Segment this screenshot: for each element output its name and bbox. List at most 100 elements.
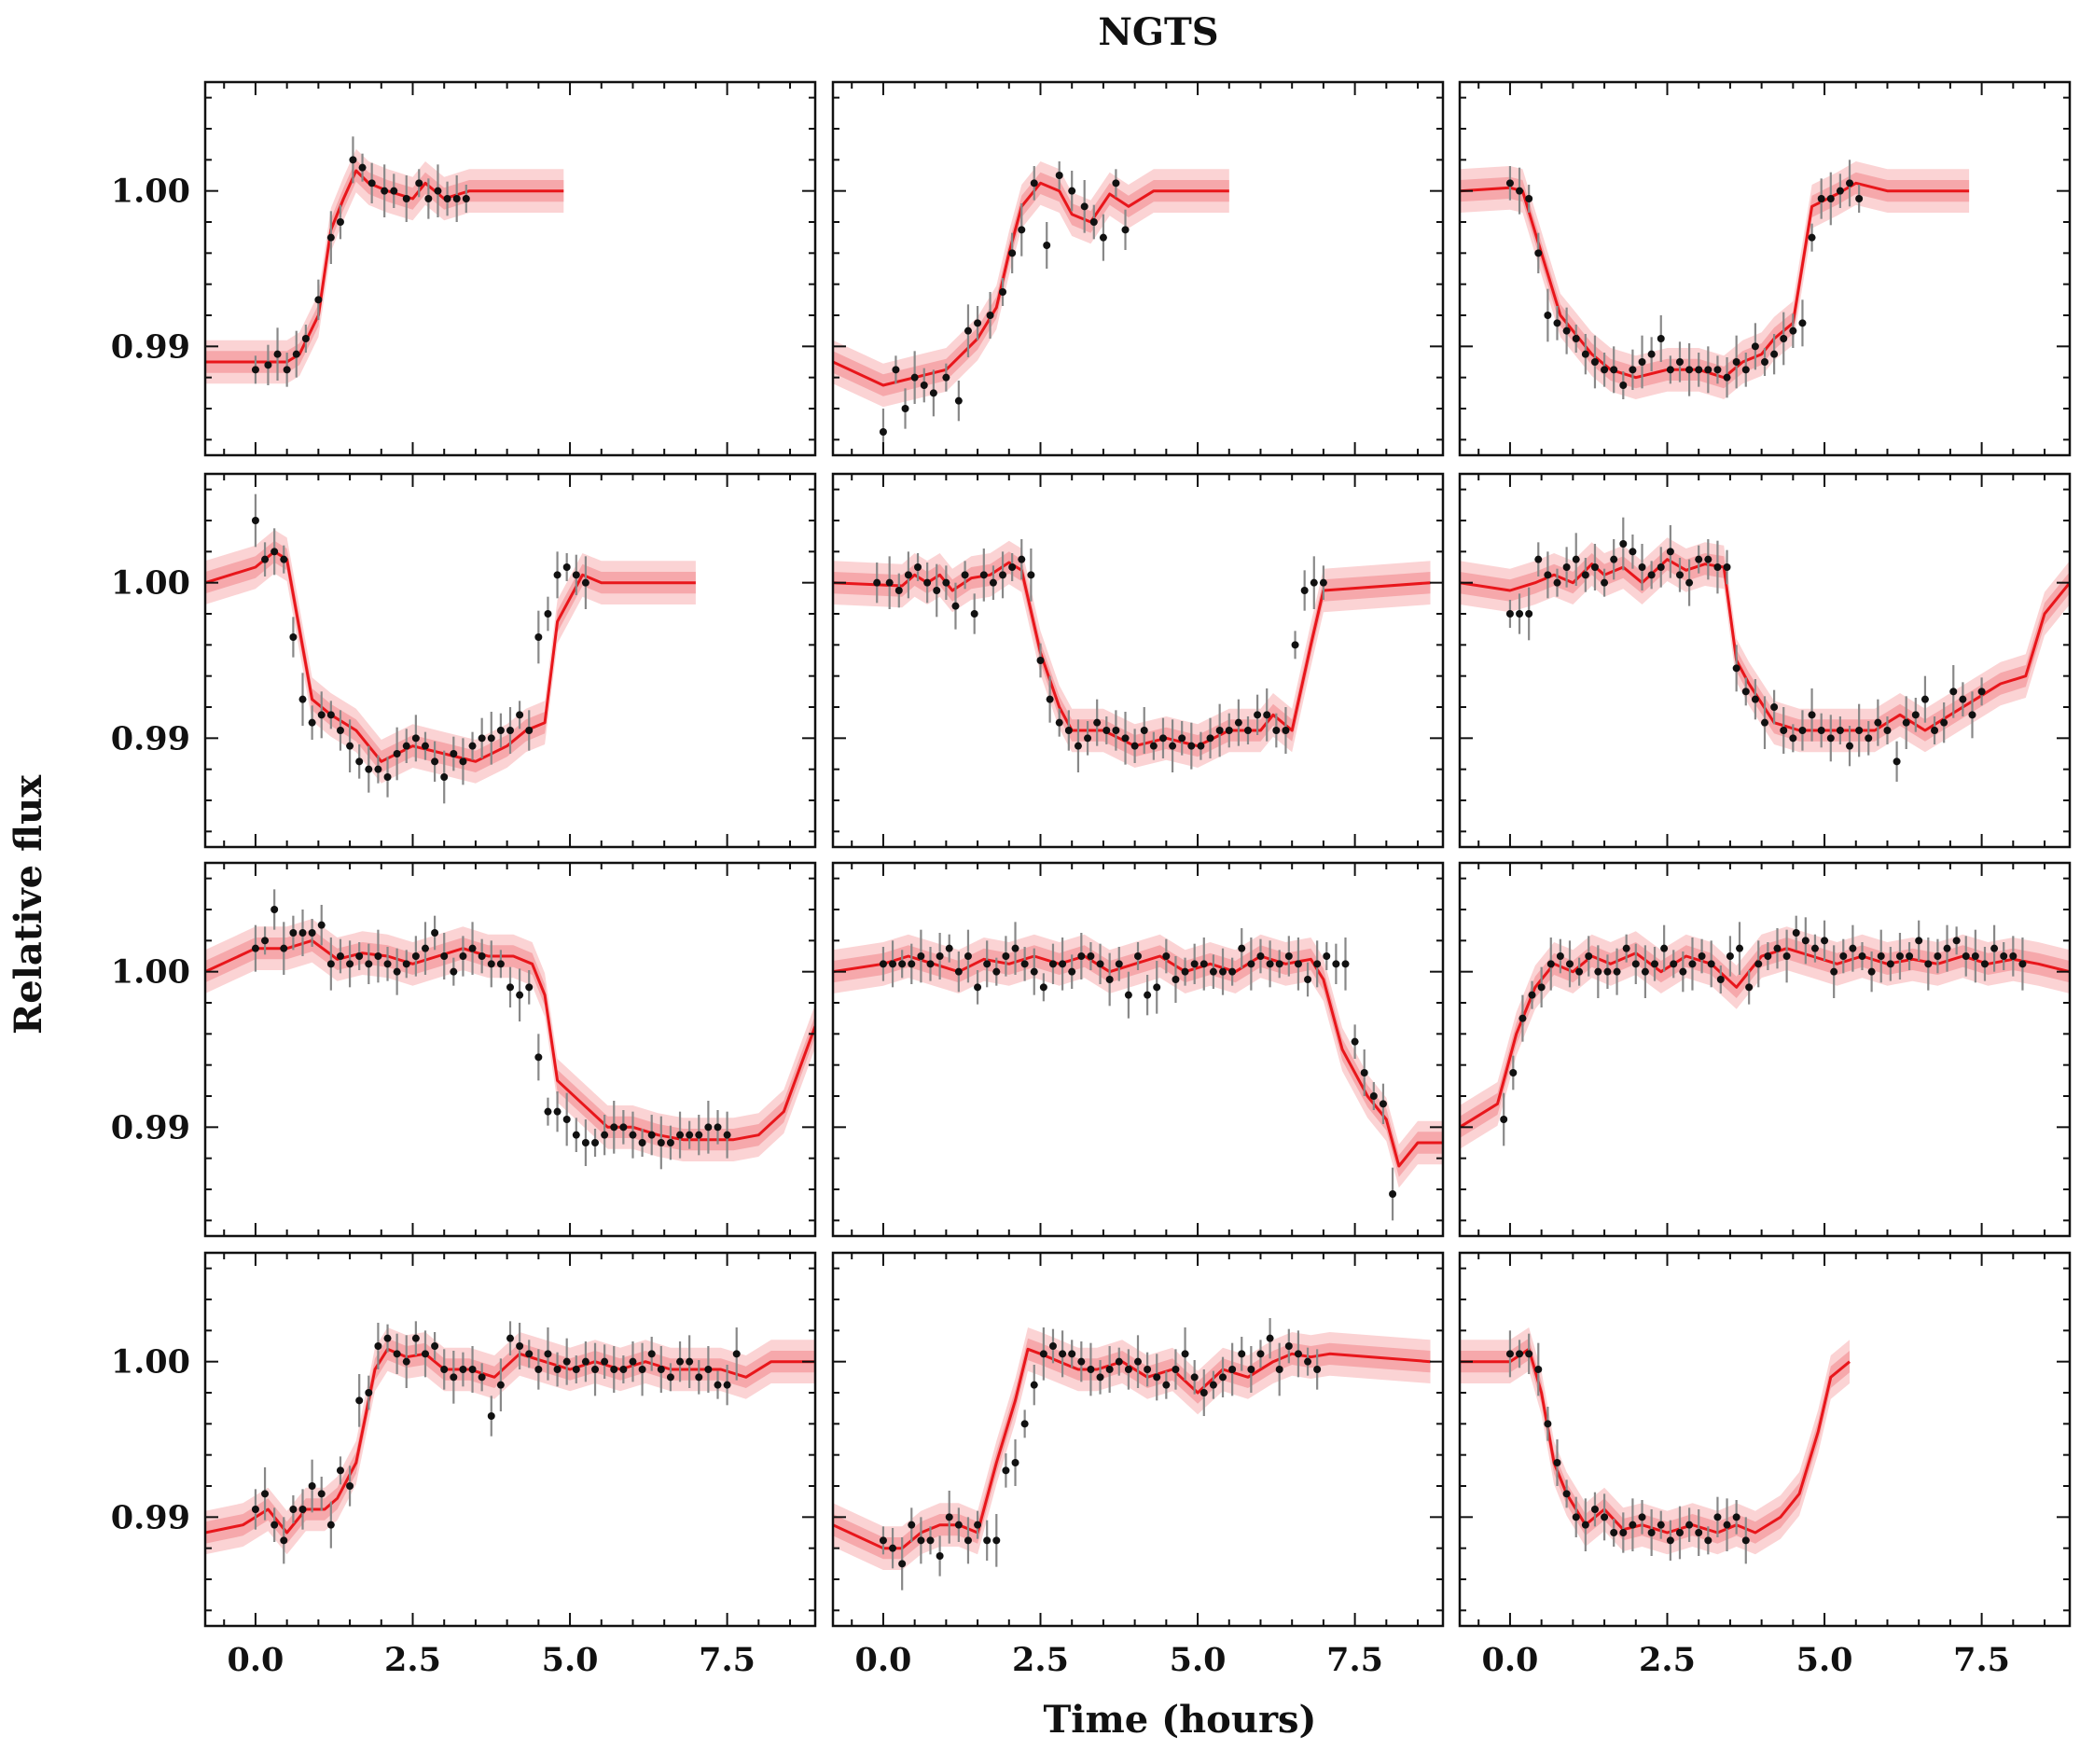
panel-11: 0.0 2.5 5.0 7.5 (831, 1251, 1445, 1679)
data-point (1782, 952, 1791, 960)
data-point (1931, 727, 1939, 734)
data-point (1011, 944, 1019, 952)
data-point (647, 1350, 656, 1358)
model-band-outer (833, 161, 1229, 408)
data-point (1553, 1459, 1561, 1466)
data-point (1924, 960, 1933, 968)
data-point (1534, 555, 1543, 563)
data-point (1585, 952, 1593, 960)
data-point (1723, 1521, 1731, 1529)
data-point (954, 1521, 963, 1529)
data-point (992, 1536, 1001, 1545)
data-point (1886, 960, 1894, 968)
data-point (496, 960, 505, 968)
data-point (1505, 1350, 1514, 1358)
data-point (999, 571, 1007, 579)
data-point (1745, 983, 1754, 992)
data-point (1789, 734, 1797, 743)
data-point (1043, 242, 1051, 249)
panel-frame (831, 861, 1445, 1238)
y-tick-label: 0.99 (111, 327, 190, 366)
data-point (1836, 187, 1844, 195)
data-point (1780, 727, 1788, 734)
data-point (1247, 1366, 1255, 1373)
data-point (983, 960, 991, 968)
model-band-inner (833, 551, 1431, 757)
panel-frame (1458, 80, 2072, 457)
data-point (1610, 366, 1618, 374)
data-point (1525, 610, 1533, 618)
data-point (686, 1357, 694, 1366)
data-point (1962, 952, 1970, 960)
data-point (317, 921, 326, 929)
panel-plot-area (205, 493, 696, 804)
data-point (283, 366, 291, 374)
data-point (1036, 657, 1045, 664)
data-point (308, 929, 316, 937)
data-point (374, 1342, 382, 1350)
data-point (459, 952, 467, 960)
data-point (1030, 967, 1038, 976)
data-point (355, 952, 364, 960)
data-point (1518, 1014, 1527, 1022)
model-band-inner (205, 929, 815, 1151)
data-point (525, 983, 534, 992)
data-point (1726, 952, 1734, 960)
data-point (974, 319, 982, 327)
data-point (1736, 944, 1744, 952)
data-point (346, 742, 354, 750)
data-point (1902, 718, 1910, 727)
x-tick-label: 2.5 (384, 1641, 441, 1679)
data-point (1243, 727, 1252, 734)
data-point (898, 960, 907, 968)
data-point (402, 195, 410, 202)
data-point (1780, 335, 1788, 342)
data-point (879, 428, 887, 436)
panel-7: 0.99 1.00 (111, 861, 817, 1238)
data-point (1187, 742, 1196, 750)
data-point (1351, 1037, 1359, 1046)
data-point (1068, 967, 1076, 976)
data-point (468, 1366, 477, 1373)
data-point (346, 1482, 354, 1490)
data-point (1651, 960, 1659, 968)
data-point (629, 1357, 637, 1366)
x-tick-label: 5.0 (542, 1641, 599, 1679)
panel-plot-area (205, 1321, 815, 1564)
data-point (666, 1373, 674, 1382)
data-point (1723, 563, 1731, 571)
data-point (562, 1116, 571, 1123)
data-point (1590, 1506, 1599, 1513)
data-point (1716, 976, 1725, 983)
data-point (1266, 960, 1274, 968)
x-tick-label: 2.5 (1012, 1641, 1069, 1679)
data-point (358, 163, 367, 172)
data-point (581, 1139, 589, 1146)
data-point (1124, 991, 1132, 999)
data-point (1369, 1092, 1378, 1100)
data-point (1707, 960, 1715, 968)
data-point (1934, 952, 1942, 960)
data-point (289, 929, 298, 937)
data-point (974, 1521, 982, 1529)
data-point (647, 1131, 656, 1139)
data-point (601, 1131, 609, 1139)
data-point (926, 960, 935, 968)
data-point (1565, 960, 1574, 968)
data-point (983, 1536, 991, 1545)
data-point (280, 1536, 288, 1545)
data-point (1018, 555, 1026, 563)
panel-frame (831, 472, 1445, 849)
data-point (1219, 967, 1227, 976)
panel-1: 0.99 1.00 (111, 80, 817, 457)
model-band-inner (833, 172, 1229, 396)
data-point (908, 1521, 916, 1529)
data-point (1921, 695, 1929, 703)
data-point (2000, 952, 2008, 960)
model-band-inner (833, 1338, 1431, 1560)
data-point (885, 578, 894, 587)
data-point (1181, 967, 1189, 976)
data-point (732, 1350, 741, 1358)
panel-frame (203, 861, 817, 1238)
